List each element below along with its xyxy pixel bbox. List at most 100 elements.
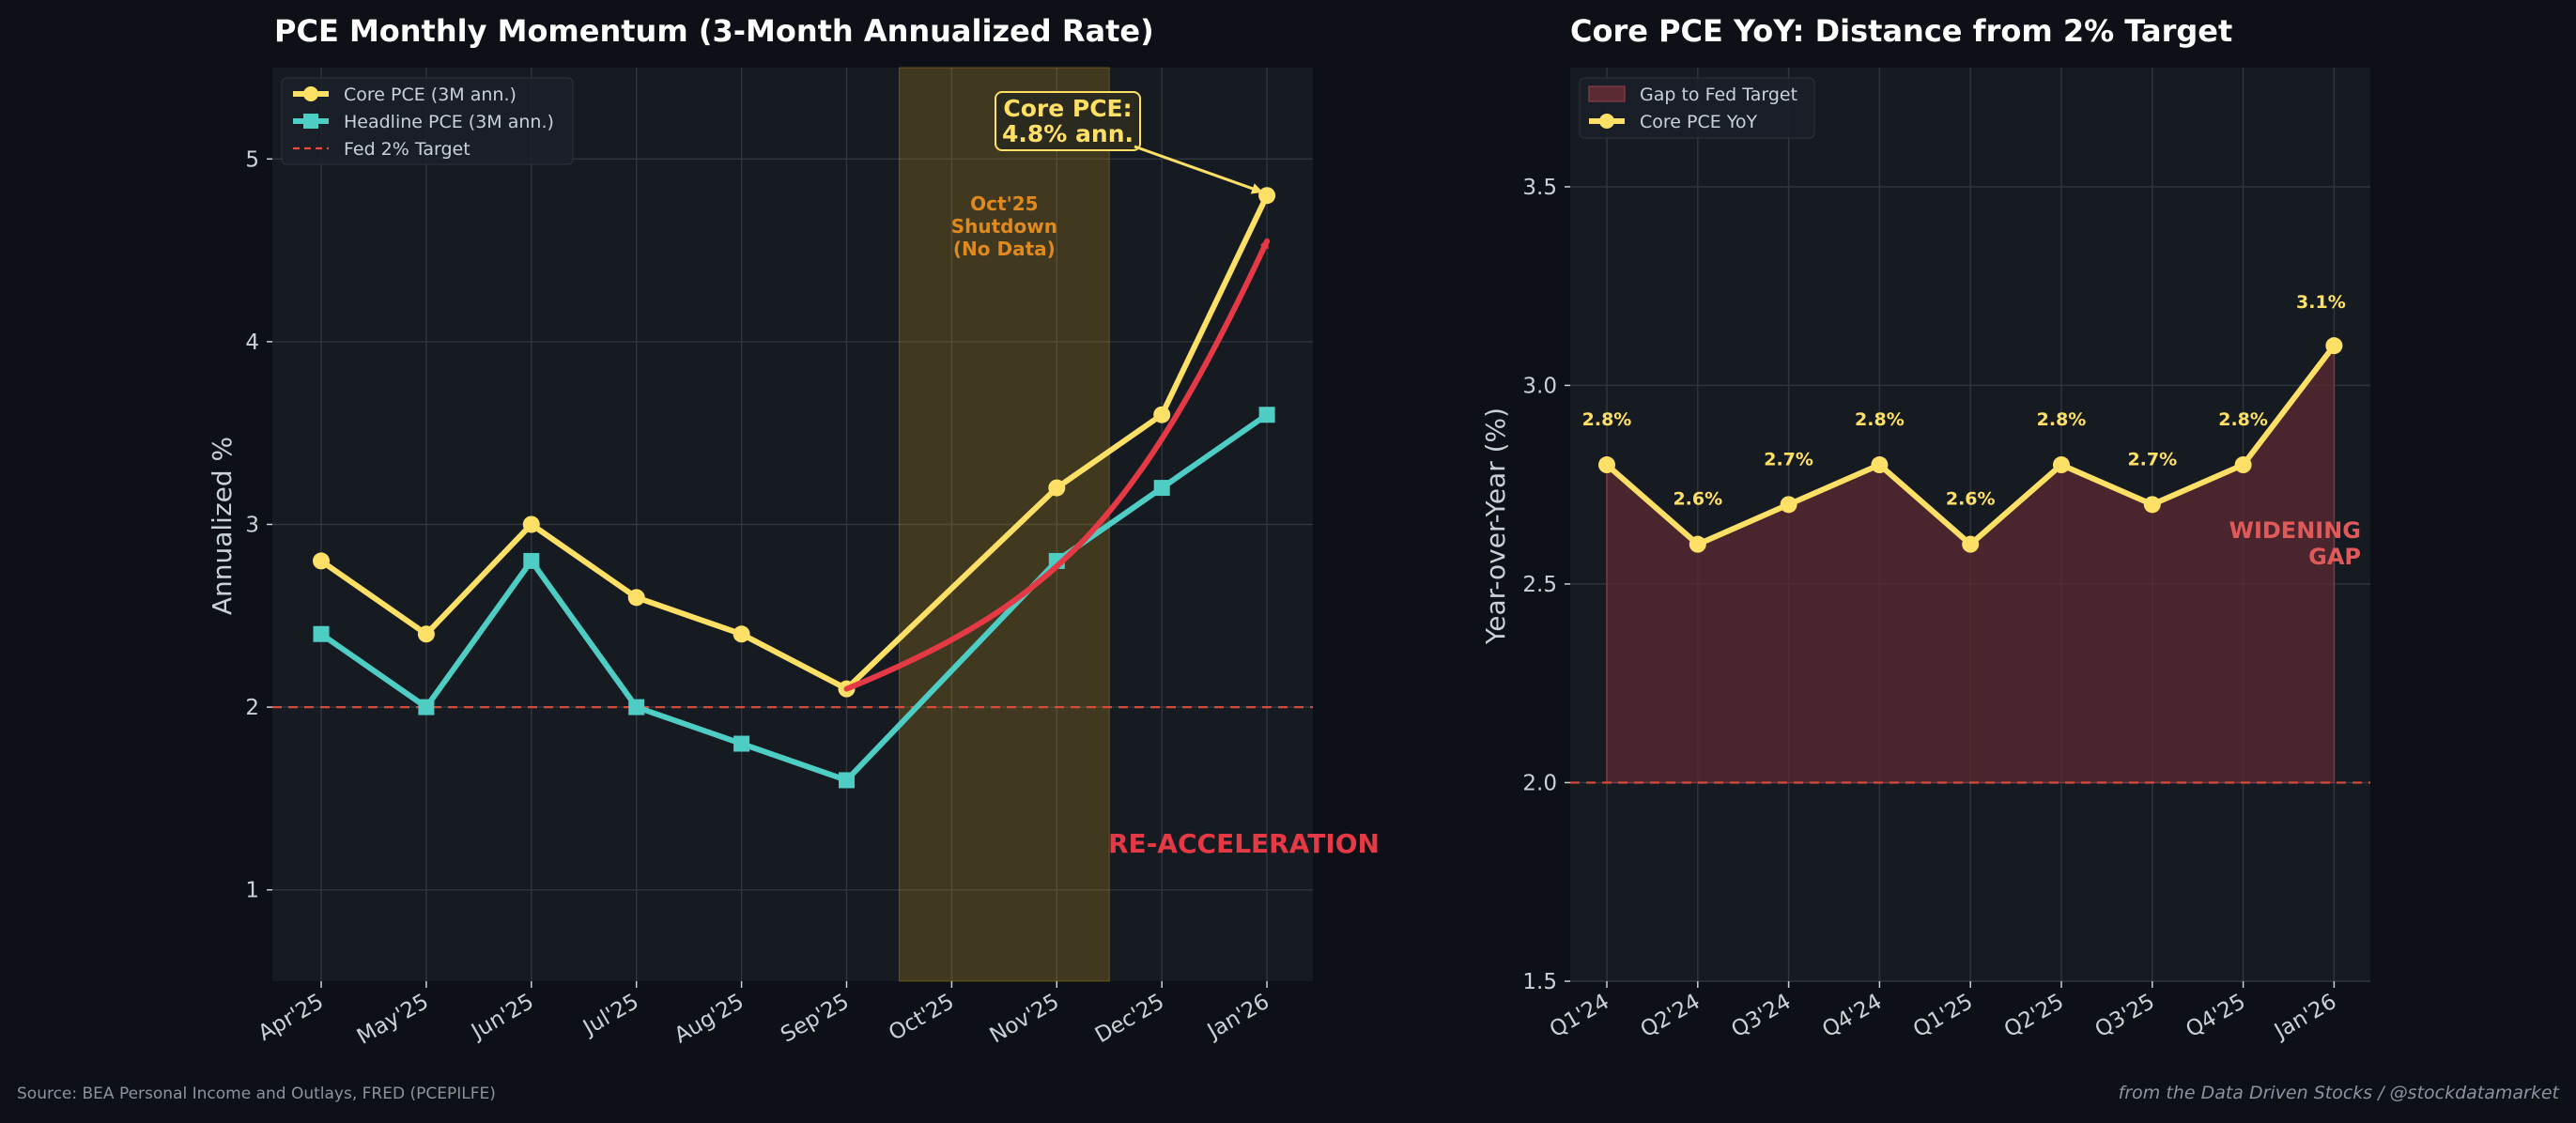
- x-tick-label: Jun'25: [466, 990, 538, 1045]
- legend-frame: [1579, 77, 1815, 139]
- legend-yoy-marker: [1599, 114, 1614, 129]
- momentum-legend: Core PCE (3M ann.) Headline PCE (3M ann.)…: [281, 77, 574, 165]
- x-tick-label: Dec'25: [1091, 990, 1168, 1049]
- x-tick-label: May'25: [353, 990, 433, 1050]
- core-pce-point: [1153, 406, 1171, 423]
- shutdown-label-line: (No Data): [953, 238, 1056, 260]
- x-tick-label: Q3'24: [1727, 990, 1795, 1043]
- yoy-legend: Gap to Fed Target Core PCE YoY: [1579, 77, 1815, 139]
- x-tick-label: Q1'25: [1909, 990, 1977, 1043]
- core-pce-point: [522, 515, 540, 533]
- x-tick-label: Sep'25: [777, 990, 853, 1048]
- yoy-data-label: 2.8%: [2218, 409, 2268, 430]
- y-tick-label: 3: [245, 514, 259, 538]
- core-yoy-point: [2325, 337, 2343, 355]
- yoy-series: [1598, 337, 2343, 553]
- x-tick-label: Q4'24: [1818, 990, 1886, 1043]
- source-note: Source: BEA Personal Income and Outlays,…: [17, 1085, 496, 1103]
- x-tick-label: Oct'25: [885, 990, 958, 1046]
- core-pce-point: [733, 625, 750, 643]
- legend-frame: [281, 77, 574, 165]
- yoy-chart-title: Core PCE YoY: Distance from 2% Target: [1570, 13, 2232, 49]
- yoy-data-label: 2.8%: [1855, 409, 1905, 430]
- widening-gap-line: WIDENING: [2229, 517, 2361, 544]
- legend-headline-marker: [303, 114, 318, 129]
- y-tick-label: 2.0: [1522, 771, 1557, 795]
- headline-pce-point: [313, 625, 330, 642]
- core-yoy-point: [1871, 456, 1889, 474]
- yoy-data-label: 2.6%: [1673, 489, 1722, 510]
- yoy-data-labels: 2.8% 2.6% 2.7% 2.8% 2.6% 2.8% 2.7% 2.8% 3.1%: [1582, 292, 2346, 510]
- headline-pce-point: [418, 699, 435, 715]
- y-tick-label: 1.5: [1522, 970, 1557, 994]
- core-pce-point: [1048, 479, 1066, 497]
- shutdown-label-line: Shutdown: [951, 215, 1057, 238]
- legend-core-label: Core PCE (3M ann.): [344, 85, 517, 105]
- yoy-y-axis-label: Year-over-Year (%): [1480, 408, 1511, 645]
- core-pce-point: [313, 552, 330, 570]
- headline-pce-point: [733, 735, 750, 752]
- widening-gap-line: GAP: [2308, 544, 2361, 570]
- legend-gap-swatch: [1588, 85, 1626, 102]
- callout-box: [995, 91, 1141, 151]
- x-tick-label: Q4'25: [2182, 990, 2249, 1043]
- headline-pce-point: [628, 699, 645, 715]
- momentum-gridlines: [272, 68, 1313, 981]
- y-tick-label: 3.0: [1522, 374, 1557, 398]
- reacceleration-label: RE-ACCELERATION: [1108, 828, 1380, 859]
- momentum-x-ticks: Apr'25 May'25 Jun'25 Jul'25 Aug'25 Sep'25 Oct'…: [255, 981, 1273, 1050]
- headline-pce-point: [1258, 407, 1275, 423]
- yoy-data-label: 3.1%: [2296, 292, 2346, 313]
- x-tick-label: Jan'26: [2269, 990, 2340, 1045]
- legend-yoy-label: Core PCE YoY: [1640, 112, 1757, 132]
- x-tick-label: Q3'25: [2091, 990, 2159, 1043]
- yoy-data-label: 2.8%: [2037, 409, 2087, 430]
- y-tick-label: 1: [245, 879, 259, 903]
- core-pce-point: [627, 589, 645, 607]
- yoy-data-label: 2.7%: [2127, 449, 2177, 469]
- yoy-data-label: 2.6%: [1946, 489, 1996, 510]
- legend-target-label: Fed 2% Target: [344, 139, 470, 160]
- y-tick-label: 2.5: [1522, 573, 1557, 597]
- core-pce-point: [1258, 187, 1276, 205]
- core-yoy-point: [2053, 456, 2070, 474]
- x-tick-label: Aug'25: [671, 990, 748, 1049]
- yoy-data-label: 2.8%: [1582, 409, 1632, 430]
- headline-pce-point: [1153, 480, 1170, 497]
- core-yoy-point: [1780, 496, 1797, 514]
- x-tick-label: Jan'26: [1202, 990, 1273, 1045]
- callout-line: Core PCE:: [1003, 95, 1132, 122]
- x-tick-label: Apr'25: [255, 990, 328, 1046]
- momentum-chart: PCE Monthly Momentum (3-Month Annualized…: [207, 13, 1380, 1050]
- yoy-chart: Core PCE YoY: Distance from 2% Target 2.…: [1480, 13, 2370, 1045]
- shutdown-label-line: Oct'25: [970, 192, 1038, 215]
- core-pce-point: [417, 625, 435, 643]
- y-tick-label: 2: [245, 696, 259, 720]
- core-yoy-point: [2143, 496, 2161, 514]
- yoy-data-label: 2.7%: [1764, 449, 1813, 469]
- legend-headline-label: Headline PCE (3M ann.): [344, 112, 554, 132]
- x-tick-label: Q2'24: [1637, 990, 1704, 1043]
- legend-gap-label: Gap to Fed Target: [1640, 85, 1797, 105]
- credit-note: from the Data Driven Stocks / @stockdata…: [2119, 1083, 2561, 1103]
- x-tick-label: Q2'25: [2000, 990, 2068, 1043]
- yoy-y-ticks: 1.5 2.0 2.5 3.0 3.5: [1522, 176, 1570, 994]
- momentum-chart-title: PCE Monthly Momentum (3-Month Annualized…: [274, 13, 1154, 49]
- core-yoy-point: [2234, 456, 2252, 474]
- core-yoy-point: [1689, 535, 1706, 553]
- y-tick-label: 4: [245, 331, 259, 355]
- x-tick-label: Q1'24: [1546, 990, 1613, 1043]
- y-tick-label: 5: [245, 147, 259, 172]
- callout-line: 4.8% ann.: [1002, 120, 1134, 147]
- x-tick-label: Jul'25: [578, 990, 643, 1041]
- core-yoy-point: [1962, 535, 1980, 553]
- core-pce-callout: Core PCE:4.8% ann.: [995, 91, 1263, 194]
- reacceleration-arrow: [843, 238, 1271, 692]
- legend-core-marker: [303, 86, 318, 101]
- headline-pce-point: [839, 772, 855, 789]
- headline-pce-point: [523, 552, 540, 569]
